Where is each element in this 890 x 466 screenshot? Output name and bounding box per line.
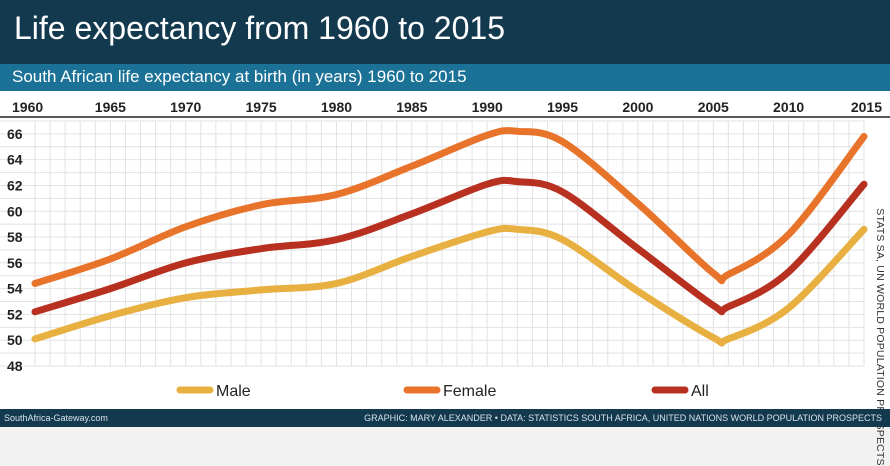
x-tick-label: 2000 (622, 99, 653, 115)
x-tick-label: 1980 (321, 99, 352, 115)
legend-label-all: All (691, 383, 709, 400)
legend-label-male: Male (216, 383, 251, 400)
x-tick-label: 1985 (396, 99, 427, 115)
x-tick-label: 1965 (95, 99, 126, 115)
legend-label-female: Female (443, 383, 496, 400)
x-tick-label: 1960 (12, 99, 43, 115)
footer-bar: SouthAfrica-Gateway.com GRAPHIC: MARY AL… (0, 409, 890, 427)
y-tick-label: 48 (7, 358, 23, 374)
y-tick-label: 56 (7, 255, 23, 271)
x-tick-label: 2005 (698, 99, 729, 115)
series-line-male (31, 224, 868, 347)
y-tick-label: 62 (7, 177, 23, 193)
y-tick-label: 52 (7, 306, 23, 322)
x-tick-label: 2010 (773, 99, 804, 115)
series-line-female (31, 127, 868, 287)
x-tick-label: 1975 (246, 99, 277, 115)
chart-subtitle: South African life expectancy at birth (… (12, 67, 467, 86)
y-tick-label: 66 (7, 126, 23, 142)
y-tick-label: 64 (7, 152, 23, 168)
y-tick-label: 58 (7, 229, 23, 245)
x-tick-label: 1990 (472, 99, 503, 115)
y-tick-label: 60 (7, 203, 23, 219)
y-tick-label: 50 (7, 332, 23, 348)
chart-title: Life expectancy from 1960 to 2015 (14, 10, 505, 46)
series-line-all (31, 176, 868, 316)
x-tick-label: 2015 (851, 99, 882, 115)
grid-lines (0, 120, 865, 367)
title-bar: Life expectancy from 1960 to 2015 (0, 0, 890, 64)
subtitle-bar: South African life expectancy at birth (… (0, 64, 890, 91)
x-tick-label: 1995 (547, 99, 578, 115)
side-source-note: STATS SA, UN WORLD POPULATION PROSPECTS (874, 208, 886, 466)
line-chart: 1960 1965 1970 1975 1980 1985 1990 1995 2000 2005… (0, 99, 890, 400)
chart-area: 1960 1965 1970 1975 1980 1985 1990 1995 2000 2005… (0, 91, 890, 466)
footer-website: SouthAfrica-Gateway.com (4, 413, 108, 423)
y-tick-label: 54 (7, 281, 23, 297)
x-tick-label: 1970 (170, 99, 201, 115)
footer-credits: GRAPHIC: MARY ALEXANDER • DATA: STATISTI… (364, 413, 882, 423)
